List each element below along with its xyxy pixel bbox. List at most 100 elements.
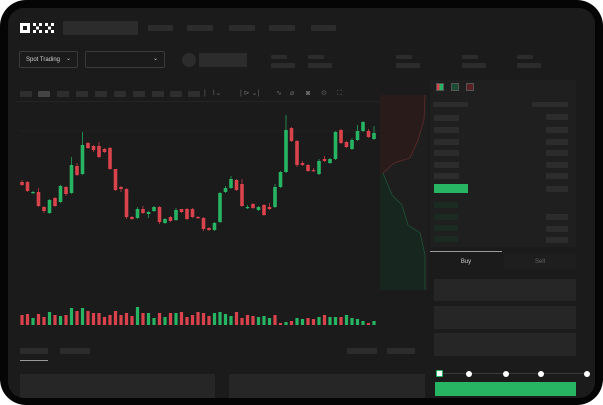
candle-body (300, 163, 305, 165)
volume-bar (91, 313, 96, 325)
nav-item[interactable] (187, 25, 213, 31)
timeframe-button[interactable] (133, 91, 145, 97)
volume-bar (31, 318, 35, 325)
book-view-bids-icon[interactable] (451, 83, 459, 91)
candle-body (278, 172, 283, 187)
candle-body (339, 130, 343, 143)
volume-bar (295, 318, 299, 325)
volume-bar (366, 323, 371, 325)
volume-bar (179, 312, 184, 325)
timeframe-button[interactable] (57, 91, 69, 97)
timeframe-button[interactable] (170, 91, 182, 97)
price-chart[interactable] (8, 8, 400, 340)
book-view-asks-icon[interactable] (466, 83, 474, 91)
buy-button[interactable] (435, 382, 576, 396)
book-view-both-icon[interactable] (436, 83, 444, 91)
candle-body (53, 198, 57, 206)
candle-body (190, 209, 195, 217)
percent-slider[interactable] (440, 373, 588, 374)
candle-body (157, 207, 162, 222)
slider-handle[interactable] (436, 370, 443, 377)
depth-chart (380, 95, 428, 290)
timeframe-button[interactable] (188, 91, 200, 97)
candle-body (36, 192, 41, 206)
candle-body (234, 180, 239, 190)
volume-bar (223, 314, 228, 325)
tab-sell[interactable]: Sell (504, 254, 576, 270)
amount-input[interactable] (434, 306, 576, 329)
stat-value (462, 63, 486, 68)
nav-item[interactable] (148, 25, 173, 31)
bid-price (434, 202, 458, 208)
candle-body (333, 132, 338, 159)
candle-body (80, 145, 85, 174)
candle-body (311, 170, 316, 172)
market-type-select[interactable]: Spot Trading ⌄ (19, 51, 78, 68)
volume-bar (372, 321, 376, 325)
candle-body (317, 161, 321, 174)
candle-body (273, 187, 277, 207)
total-input[interactable] (434, 333, 576, 356)
slider-stop-100[interactable] (584, 371, 590, 377)
candle-body (64, 187, 68, 194)
slider-stop-25[interactable] (466, 371, 472, 377)
candle-body (168, 217, 173, 221)
candle-type-icon[interactable]: ⌇⌄ (212, 90, 222, 97)
nav-item[interactable] (269, 25, 295, 31)
candle-body (146, 212, 151, 214)
candle-body (97, 146, 101, 157)
tab-order-history[interactable] (60, 348, 90, 354)
timeframe-button[interactable] (76, 91, 88, 97)
timeframe-button[interactable] (114, 91, 126, 97)
candle-body (223, 188, 228, 192)
volume-bar (146, 313, 151, 325)
timeframe-button[interactable] (95, 91, 107, 97)
tab-buy[interactable]: Buy (460, 259, 472, 265)
volume-bar (267, 318, 272, 325)
candle-body (130, 217, 134, 219)
settings-icon[interactable]: ⊙ (321, 90, 327, 97)
volume-bar (361, 321, 365, 325)
stat-value (271, 63, 295, 68)
candle-body (344, 142, 349, 147)
price-input[interactable] (434, 279, 576, 301)
candle-body (240, 184, 244, 206)
stat-label (462, 55, 478, 59)
volume-bar (108, 315, 112, 325)
filter-button[interactable] (387, 348, 415, 354)
chevron-down-icon: ⌄ (152, 55, 158, 62)
nav-item[interactable] (229, 25, 255, 31)
tab-open-orders[interactable] (20, 348, 48, 354)
timeframe-button[interactable] (38, 91, 50, 97)
fullscreen-icon[interactable]: ⛶ (337, 90, 342, 97)
volume-bar (152, 318, 156, 325)
divider (15, 101, 380, 102)
nav-item[interactable] (311, 25, 336, 31)
timeframe-button[interactable] (20, 91, 32, 97)
candle-body (289, 128, 294, 141)
book-amount (546, 150, 568, 156)
volume-bar (333, 317, 338, 325)
slider-stop-75[interactable] (538, 371, 544, 377)
volume-bar (317, 317, 321, 325)
volume-bar (273, 315, 277, 325)
candle-body (361, 122, 365, 131)
indicator-icon[interactable]: | ⊳ ⌄| (240, 90, 260, 97)
line-tool-icon[interactable]: ∿ (276, 90, 282, 97)
divider: | (204, 90, 206, 97)
volume-bar (113, 311, 118, 325)
volume-bar (234, 312, 239, 325)
timeframe-button[interactable] (152, 91, 164, 97)
ruler-icon[interactable]: ⌀ (290, 90, 295, 97)
search-bar[interactable] (63, 21, 138, 35)
volume-bar (185, 317, 189, 325)
stat-label (308, 55, 324, 59)
pair-select[interactable]: ⌄ (85, 51, 165, 68)
slider-stop-50[interactable] (503, 371, 509, 377)
filter-button[interactable] (347, 348, 377, 354)
candle-body (75, 166, 79, 175)
volume-bar (256, 317, 261, 325)
volume-bar (102, 317, 107, 325)
volume-bar (322, 315, 327, 325)
camera-icon[interactable]: ◙ (306, 90, 311, 97)
